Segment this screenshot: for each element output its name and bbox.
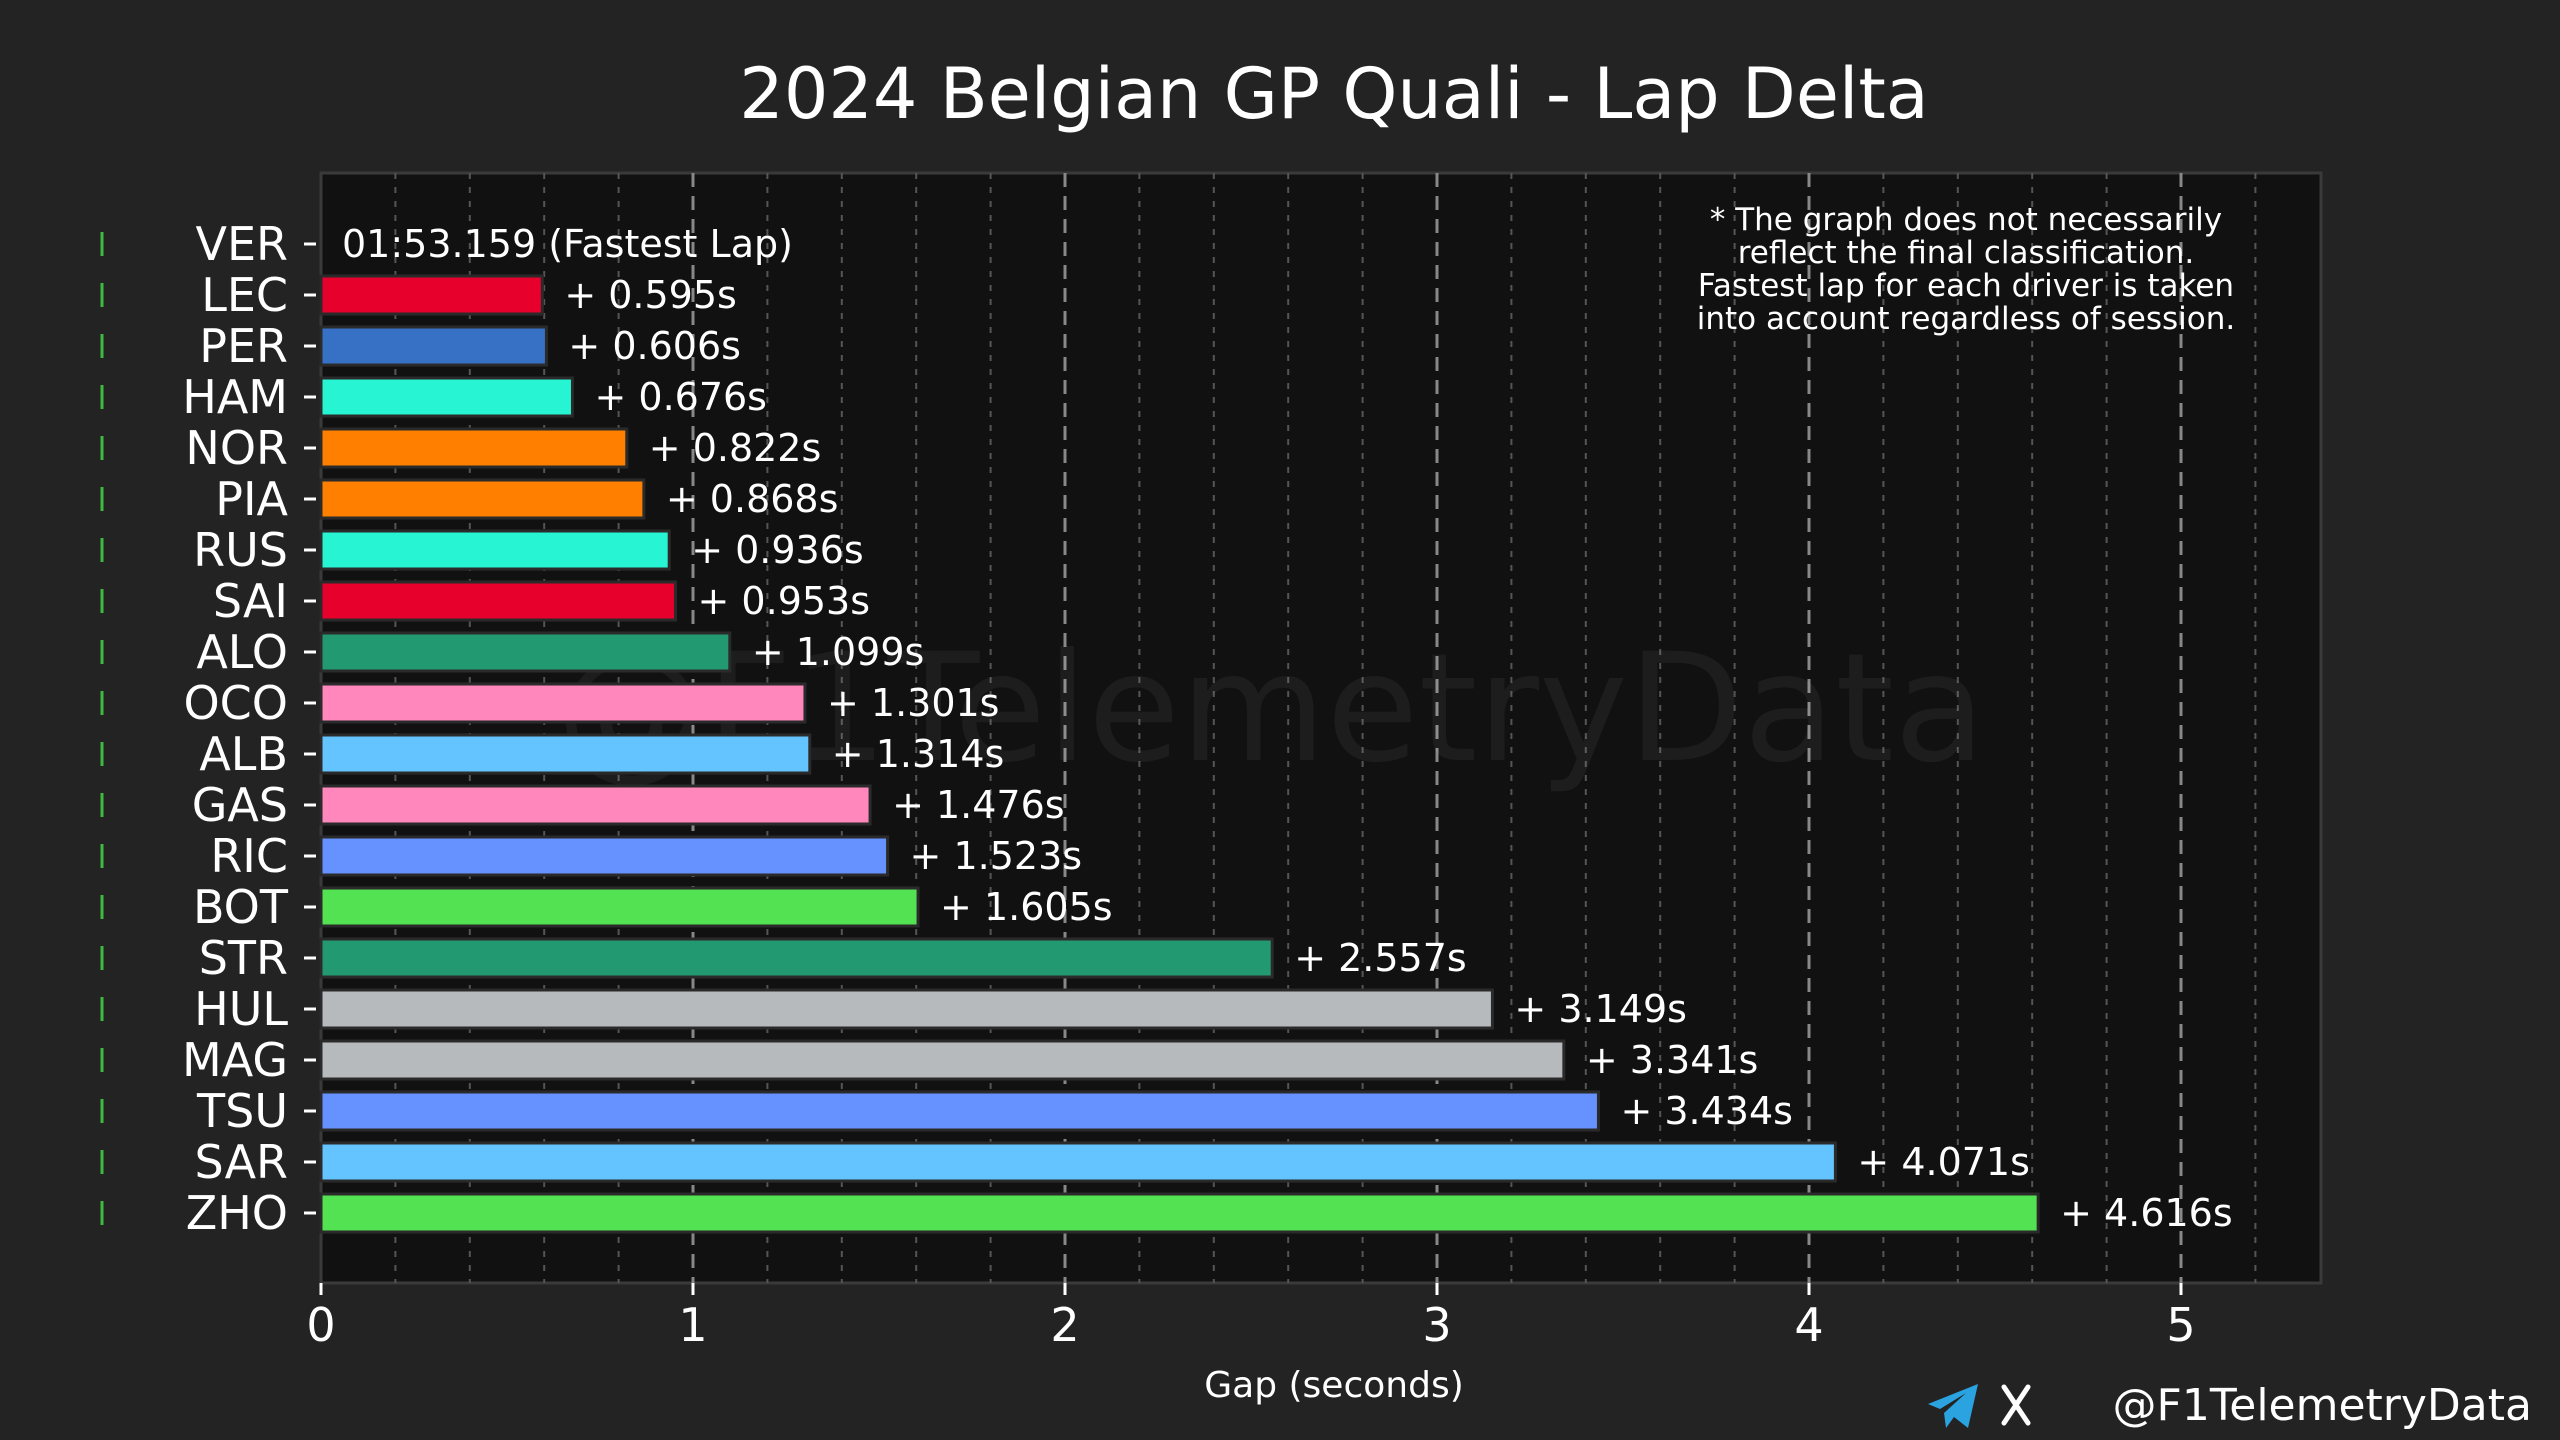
bar-bot (319, 886, 920, 928)
value-label-oco: + 1.301s (827, 681, 1000, 725)
value-label-pia: + 0.868s (666, 477, 839, 521)
x-tick-label: 3 (1422, 1298, 1451, 1352)
footer-handle: @F1TelemetryData (2113, 1380, 2532, 1431)
x-axis-label: Gap (seconds) (1204, 1365, 1464, 1406)
footer: @F1TelemetryData (1928, 1380, 2532, 1431)
driver-label-gas: GAS (192, 778, 288, 832)
value-label-nor: + 0.822s (649, 426, 822, 470)
driver-label-sai: SAI (213, 574, 288, 628)
driver-label-sar: SAR (195, 1135, 288, 1189)
driver-label-lec: LEC (201, 268, 288, 322)
note: * The graph does not necessarilyreflect … (1697, 202, 2235, 337)
x-logo-icon (2001, 1384, 2031, 1426)
note-line: into account regardless of session. (1697, 301, 2235, 337)
x-tick-label: 4 (1794, 1298, 1823, 1352)
driver-label-tsu: TSU (196, 1084, 288, 1138)
x-tick-label: 2 (1050, 1298, 1079, 1352)
driver-label-rus: RUS (193, 523, 288, 577)
value-label-rus: + 0.936s (691, 528, 864, 572)
chart-title: 2024 Belgian GP Quali - Lap Delta (739, 53, 1928, 135)
driver-label-zho: ZHO (186, 1186, 288, 1240)
value-label-str: + 2.557s (1294, 936, 1467, 980)
note-line: reflect the final classification. (1738, 235, 2195, 271)
bar-alo (319, 631, 732, 673)
driver-label-per: PER (199, 319, 288, 373)
value-label-zho: + 4.616s (2060, 1191, 2233, 1235)
driver-label-ham: HAM (182, 370, 288, 424)
bar-hul (319, 988, 1494, 1030)
value-label-ham: + 0.676s (594, 375, 767, 419)
driver-label-ver: VER (196, 217, 289, 271)
bar-zho (319, 1192, 2040, 1234)
x-axis: 0 1 2 3 4 5 (306, 1283, 2196, 1352)
bar-lec (319, 274, 544, 316)
driver-label-mag: MAG (182, 1033, 288, 1087)
note-line: * The graph does not necessarily (1710, 202, 2222, 238)
bar-tsu (319, 1090, 1600, 1132)
value-label-hul: + 3.149s (1514, 987, 1687, 1031)
value-label-sai: + 0.953s (698, 579, 871, 623)
x-tick-label: 5 (2166, 1298, 2195, 1352)
value-label-alb: + 1.314s (832, 732, 1005, 776)
telegram-icon (1928, 1384, 1978, 1428)
bar-gas (319, 784, 872, 826)
bars (319, 274, 2040, 1234)
driver-label-pia: PIA (215, 472, 288, 526)
driver-axis: VERLECPERHAMNORPIARUSSAIALOOCOALBGASRICB… (100, 217, 316, 1240)
value-label-sar: + 4.071s (1857, 1140, 2030, 1184)
bar-ric (319, 835, 890, 877)
driver-label-oco: OCO (183, 676, 288, 730)
bar-alb (319, 733, 812, 775)
driver-label-bot: BOT (193, 880, 289, 934)
bar-rus (319, 529, 671, 571)
x-tick-label: 0 (306, 1298, 335, 1352)
driver-label-str: STR (199, 931, 288, 985)
value-label-per: + 0.606s (568, 324, 741, 368)
note-line: Fastest lap for each driver is taken (1698, 268, 2234, 304)
driver-label-alb: ALB (199, 727, 288, 781)
driver-label-ric: RIC (210, 829, 288, 883)
x-tick-label: 1 (678, 1298, 707, 1352)
fastest-lap-label: 01:53.159 (Fastest Lap) (342, 222, 793, 266)
bar-oco (319, 682, 807, 724)
value-label-ric: + 1.523s (910, 834, 1083, 878)
driver-label-alo: ALO (196, 625, 288, 679)
driver-label-hul: HUL (194, 982, 288, 1036)
bar-sar (319, 1141, 1837, 1183)
value-label-gas: + 1.476s (892, 783, 1065, 827)
value-label-tsu: + 3.434s (1620, 1089, 1793, 1133)
value-label-alo: + 1.099s (752, 630, 925, 674)
bar-mag (319, 1039, 1566, 1081)
driver-label-nor: NOR (185, 421, 288, 475)
bar-str (319, 937, 1274, 979)
value-labels: 01:53.159 (Fastest Lap) + 0.595s + 0.606s +… (342, 222, 2233, 1235)
bar-ham (319, 376, 574, 418)
bar-nor (319, 427, 629, 469)
bar-per (319, 325, 548, 367)
value-label-lec: + 0.595s (564, 273, 737, 317)
bar-sai (319, 580, 678, 622)
value-label-bot: + 1.605s (940, 885, 1113, 929)
value-label-mag: + 3.341s (1586, 1038, 1759, 1082)
bar-pia (319, 478, 646, 520)
